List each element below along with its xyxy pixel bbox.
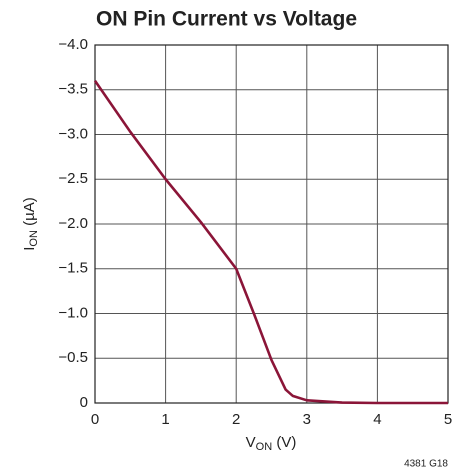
x-tick-label: 4 bbox=[373, 411, 381, 428]
x-axis-label-unit: (V) bbox=[272, 434, 296, 451]
x-tick-label: 1 bbox=[161, 411, 169, 428]
x-tick-label: 0 bbox=[91, 411, 99, 428]
x-tick-label: 3 bbox=[303, 411, 311, 428]
y-tick-label: −4.0 bbox=[58, 36, 88, 53]
y-tick-label: −1.0 bbox=[58, 304, 88, 321]
y-tick-label: −0.5 bbox=[58, 349, 88, 366]
x-tick-label: 5 bbox=[444, 411, 452, 428]
data-line bbox=[93, 80, 448, 405]
y-tick-label: −1.5 bbox=[58, 260, 88, 277]
y-tick-label: 0 bbox=[80, 394, 88, 411]
y-tick-label: −2.0 bbox=[58, 215, 88, 232]
plot-frame bbox=[94, 44, 449, 404]
y-axis-label-sub: ON bbox=[28, 230, 40, 247]
y-tick-label: −2.5 bbox=[58, 170, 88, 187]
y-axis-label-unit: (µA) bbox=[21, 197, 38, 230]
x-tick-label: 2 bbox=[232, 411, 240, 428]
y-axis-label-main: I bbox=[21, 247, 38, 251]
footnote: 4381 G18 bbox=[404, 459, 448, 470]
y-axis-label: ION (µA) bbox=[21, 197, 40, 250]
x-axis-label-sub: ON bbox=[256, 441, 273, 453]
chart-title: ON Pin Current vs Voltage bbox=[96, 8, 357, 31]
y-tick-label: −3.0 bbox=[58, 125, 88, 142]
y-tick-label: −3.5 bbox=[58, 81, 88, 98]
x-axis-label-main: V bbox=[246, 434, 256, 451]
x-axis-label: VON (V) bbox=[246, 434, 297, 453]
